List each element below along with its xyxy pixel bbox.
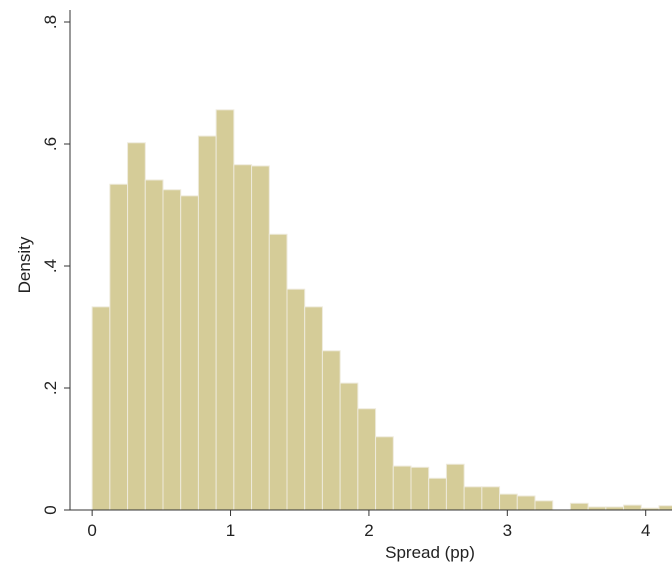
- bars: [91, 109, 672, 511]
- x-tick-label: 4: [641, 521, 650, 540]
- bar: [127, 142, 146, 511]
- bar: [215, 109, 235, 511]
- bar: [623, 504, 642, 511]
- bar: [233, 164, 253, 511]
- bar: [428, 477, 447, 511]
- bar: [251, 165, 270, 511]
- bar: [144, 179, 164, 511]
- bar: [162, 189, 182, 511]
- bar: [91, 306, 111, 511]
- bar: [658, 505, 672, 511]
- bar: [109, 183, 129, 511]
- bar: [410, 466, 430, 511]
- x-axis-label: Spread (pp): [385, 543, 475, 562]
- y-tick-label: .4: [41, 259, 60, 273]
- x-tick-label: 2: [364, 521, 373, 540]
- bar: [534, 500, 554, 511]
- bar: [481, 486, 501, 511]
- bar: [197, 135, 217, 511]
- bar: [321, 350, 341, 511]
- bar: [499, 493, 518, 511]
- bar: [304, 306, 323, 511]
- bar: [286, 288, 306, 511]
- bar: [375, 436, 394, 511]
- y-axis-label: Density: [15, 236, 34, 293]
- x-tick-label: 0: [87, 521, 96, 540]
- x-tick-label: 1: [226, 521, 235, 540]
- bar: [463, 486, 483, 511]
- y-tick-label: .2: [41, 381, 60, 395]
- y-tick-label: 0: [41, 505, 60, 514]
- bar: [516, 495, 536, 511]
- bar: [339, 382, 359, 511]
- bar: [268, 233, 288, 511]
- bar: [569, 502, 589, 511]
- x-tick-label: 3: [503, 521, 512, 540]
- bar: [357, 408, 377, 511]
- y-tick-label: .6: [41, 137, 60, 151]
- bar: [445, 463, 465, 511]
- bar: [180, 195, 199, 511]
- y-tick-label: .8: [41, 15, 60, 29]
- bar: [392, 465, 412, 511]
